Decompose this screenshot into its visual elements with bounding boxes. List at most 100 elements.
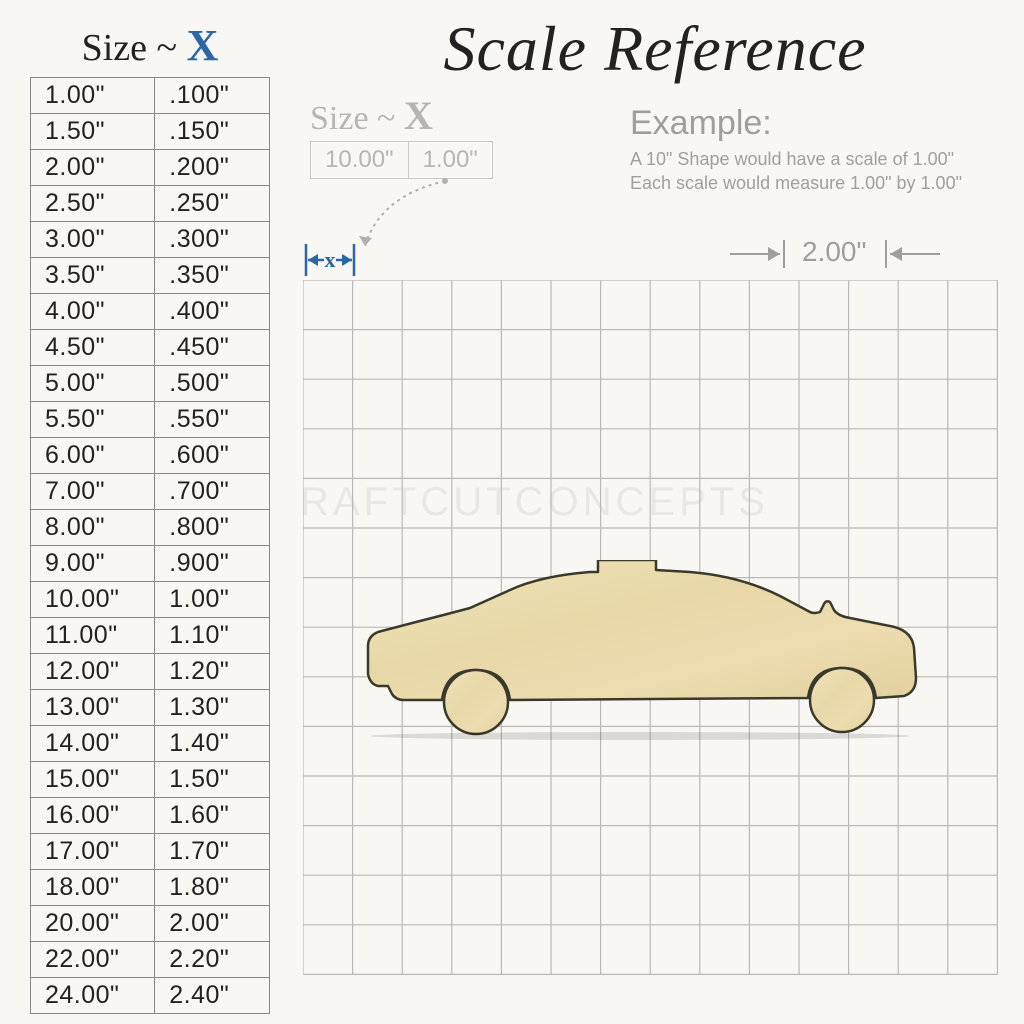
sub-sizex-x: X [404, 93, 433, 138]
page-title: Scale Reference [310, 12, 1000, 86]
table-cell: .100" [155, 78, 270, 114]
table-cell: 4.50" [31, 330, 155, 366]
table-row: 7.00".700" [31, 474, 270, 510]
sub-sizex-table: 10.00" 1.00" [310, 141, 493, 179]
table-row: 24.00"2.40" [31, 978, 270, 1014]
table-row: 12.00"1.20" [31, 654, 270, 690]
table-cell: 9.00" [31, 546, 155, 582]
table-cell: .150" [155, 114, 270, 150]
table-cell: 11.00" [31, 618, 155, 654]
size-label: Size ~ [82, 27, 187, 69]
table-cell: 22.00" [31, 942, 155, 978]
table-row: 2.50".250" [31, 186, 270, 222]
table-row: 11.00"1.10" [31, 618, 270, 654]
table-row: 1.00".100" [31, 78, 270, 114]
table-cell: .450" [155, 330, 270, 366]
table-cell: 2.00" [155, 906, 270, 942]
x-marker-label: x [325, 247, 336, 272]
table-row: 4.00".400" [31, 294, 270, 330]
table-cell: 3.00" [31, 222, 155, 258]
table-row: 6.00".600" [31, 438, 270, 474]
table-cell: .550" [155, 402, 270, 438]
table-row: 13.00"1.30" [31, 690, 270, 726]
table-cell: 1.30" [155, 690, 270, 726]
table-cell: 20.00" [31, 906, 155, 942]
table-cell: 18.00" [31, 870, 155, 906]
sub-sizex-box: Size ~ X 10.00" 1.00" [310, 92, 493, 179]
table-cell: 8.00" [31, 510, 155, 546]
table-row: 4.50".450" [31, 330, 270, 366]
sub-sizex-prefix: Size ~ [310, 100, 404, 137]
example-header: Example: [630, 104, 962, 143]
table-cell: 15.00" [31, 762, 155, 798]
table-cell: 6.00" [31, 438, 155, 474]
table-cell: 3.50" [31, 258, 155, 294]
table-cell: 1.50" [31, 114, 155, 150]
table-row: 10.00"1.00" [31, 582, 270, 618]
table-cell: 1.60" [155, 798, 270, 834]
table-cell: 13.00" [31, 690, 155, 726]
table-row: 1.50".150" [31, 114, 270, 150]
table-row: 2.00".200" [31, 150, 270, 186]
sub-sizex-label: Size ~ X [310, 92, 493, 139]
table-row: 17.00"1.70" [31, 834, 270, 870]
table-row: 14.00"1.40" [31, 726, 270, 762]
table-cell: .700" [155, 474, 270, 510]
example-line1: A 10" Shape would have a scale of 1.00" [630, 147, 962, 171]
table-cell: 2.20" [155, 942, 270, 978]
sub-sizex-cell-0: 10.00" [311, 142, 409, 179]
table-cell: .500" [155, 366, 270, 402]
table-row: 22.00"2.20" [31, 942, 270, 978]
table-cell: 16.00" [31, 798, 155, 834]
table-cell: 1.00" [155, 582, 270, 618]
table-cell: 7.00" [31, 474, 155, 510]
table-cell: 12.00" [31, 654, 155, 690]
two-inch-label: 2.00" [802, 236, 866, 268]
table-row: 3.50".350" [31, 258, 270, 294]
table-cell: 2.00" [31, 150, 155, 186]
table-cell: .800" [155, 510, 270, 546]
table-cell: 5.00" [31, 366, 155, 402]
table-row: 18.00"1.80" [31, 870, 270, 906]
size-x-letter: X [187, 21, 219, 70]
table-cell: 1.40" [155, 726, 270, 762]
table-cell: 24.00" [31, 978, 155, 1014]
scale-reference-page: Size ~ X 1.00".100"1.50".150"2.00".200"2… [0, 0, 1024, 1024]
table-row: 15.00"1.50" [31, 762, 270, 798]
table-cell: 1.80" [155, 870, 270, 906]
table-row: 8.00".800" [31, 510, 270, 546]
table-row: 16.00"1.60" [31, 798, 270, 834]
table-cell: 1.10" [155, 618, 270, 654]
sub-sizex-cell-1: 1.00" [408, 142, 492, 179]
table-cell: .350" [155, 258, 270, 294]
table-cell: 14.00" [31, 726, 155, 762]
table-cell: 1.70" [155, 834, 270, 870]
table-cell: .400" [155, 294, 270, 330]
table-cell: 4.00" [31, 294, 155, 330]
x-dimension-marker: x [298, 236, 408, 276]
size-table: Size ~ X 1.00".100"1.50".150"2.00".200"2… [30, 20, 270, 1014]
table-cell: .600" [155, 438, 270, 474]
table-row: 3.00".300" [31, 222, 270, 258]
table-cell: .250" [155, 186, 270, 222]
table-cell: 2.50" [31, 186, 155, 222]
table-cell: 1.20" [155, 654, 270, 690]
example-text: Example: A 10" Shape would have a scale … [630, 104, 962, 196]
size-table-grid: 1.00".100"1.50".150"2.00".200"2.50".250"… [30, 77, 270, 1014]
table-cell: 17.00" [31, 834, 155, 870]
table-row: 9.00".900" [31, 546, 270, 582]
table-row: 5.00".500" [31, 366, 270, 402]
table-cell: 2.40" [155, 978, 270, 1014]
table-cell: 1.50" [155, 762, 270, 798]
two-inch-marker: 2.00" [720, 230, 940, 270]
table-cell: 10.00" [31, 582, 155, 618]
table-cell: 5.50" [31, 402, 155, 438]
table-row: 5.50".550" [31, 402, 270, 438]
table-row: 20.00"2.00" [31, 906, 270, 942]
example-line2: Each scale would measure 1.00" by 1.00" [630, 171, 962, 195]
table-cell: .900" [155, 546, 270, 582]
table-cell: 1.00" [31, 78, 155, 114]
size-table-header: Size ~ X [30, 20, 270, 71]
car-shape-icon [360, 560, 920, 740]
table-cell: .200" [155, 150, 270, 186]
